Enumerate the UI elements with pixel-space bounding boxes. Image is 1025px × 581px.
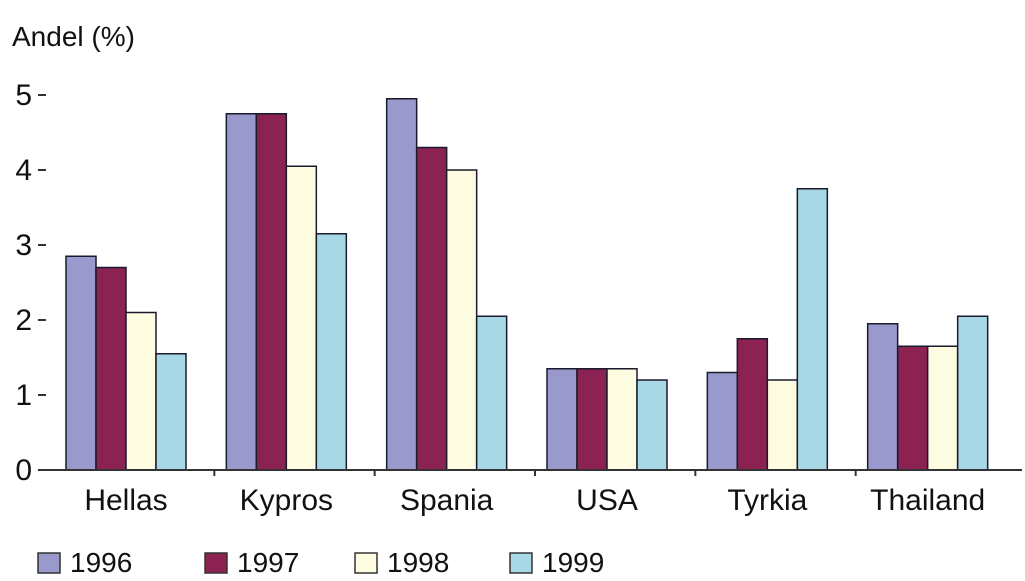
x-tick-label: USA xyxy=(576,484,638,517)
x-tick-label: Hellas xyxy=(84,484,167,517)
bar-usa-1998 xyxy=(606,368,638,471)
bar-spania-1998 xyxy=(445,169,478,471)
bar-kypros-1998 xyxy=(285,165,318,471)
bar-usa-1999 xyxy=(636,379,668,471)
legend-swatch-1998 xyxy=(354,552,378,574)
bars xyxy=(65,98,989,471)
legend-label-1996: 1996 xyxy=(70,547,132,578)
bar-usa-1996 xyxy=(546,368,578,471)
y-axis-ticks: 0 1 2 3 4 5 xyxy=(15,79,46,487)
bar-thailand-1997 xyxy=(896,345,929,471)
legend-swatch-1997 xyxy=(204,552,228,574)
bar-tyrkia-1999 xyxy=(796,188,829,471)
bar-thailand-1998 xyxy=(926,345,959,471)
bar-thailand-1996 xyxy=(866,323,899,471)
bar-tyrkia-1998 xyxy=(766,379,799,471)
y-tick-label: 5 xyxy=(15,79,32,112)
legend-swatch-1996 xyxy=(37,552,61,574)
bar-hellas-1999 xyxy=(155,353,187,471)
x-axis-labels: Hellas Kypros Spania USA Tyrkia Thailand xyxy=(84,470,985,517)
x-tick-label: Spania xyxy=(400,484,494,517)
x-tick-label: Kypros xyxy=(240,484,333,517)
bar-spania-1997 xyxy=(415,146,448,471)
y-tick-label: 1 xyxy=(15,379,32,412)
legend-label-1998: 1998 xyxy=(387,547,449,578)
bar-tyrkia-1996 xyxy=(706,371,739,471)
bar-spania-1999 xyxy=(475,315,508,471)
x-tick-label: Thailand xyxy=(870,484,985,517)
y-tick-label: 4 xyxy=(15,154,32,187)
y-tick-label: 0 xyxy=(15,454,32,487)
bar-usa-1997 xyxy=(576,368,608,471)
legend-label-1999: 1999 xyxy=(542,547,604,578)
bar-kypros-1996 xyxy=(225,113,258,471)
bar-kypros-1997 xyxy=(255,113,288,471)
bar-hellas-1997 xyxy=(95,266,127,471)
bar-spania-1996 xyxy=(385,98,418,471)
legend: 1996 1997 1998 1999 xyxy=(37,547,604,578)
bar-thailand-1999 xyxy=(956,315,989,471)
bar-hellas-1998 xyxy=(125,311,157,471)
bar-kypros-1999 xyxy=(315,233,348,471)
bar-tyrkia-1997 xyxy=(736,338,769,471)
y-tick-label: 3 xyxy=(15,229,32,262)
bar-hellas-1996 xyxy=(65,255,97,471)
legend-label-1997: 1997 xyxy=(237,547,299,578)
legend-swatch-1999 xyxy=(509,552,533,574)
y-axis-title: Andel (%) xyxy=(12,21,135,52)
y-tick-label: 2 xyxy=(15,304,32,337)
x-tick-label: Tyrkia xyxy=(727,484,807,517)
